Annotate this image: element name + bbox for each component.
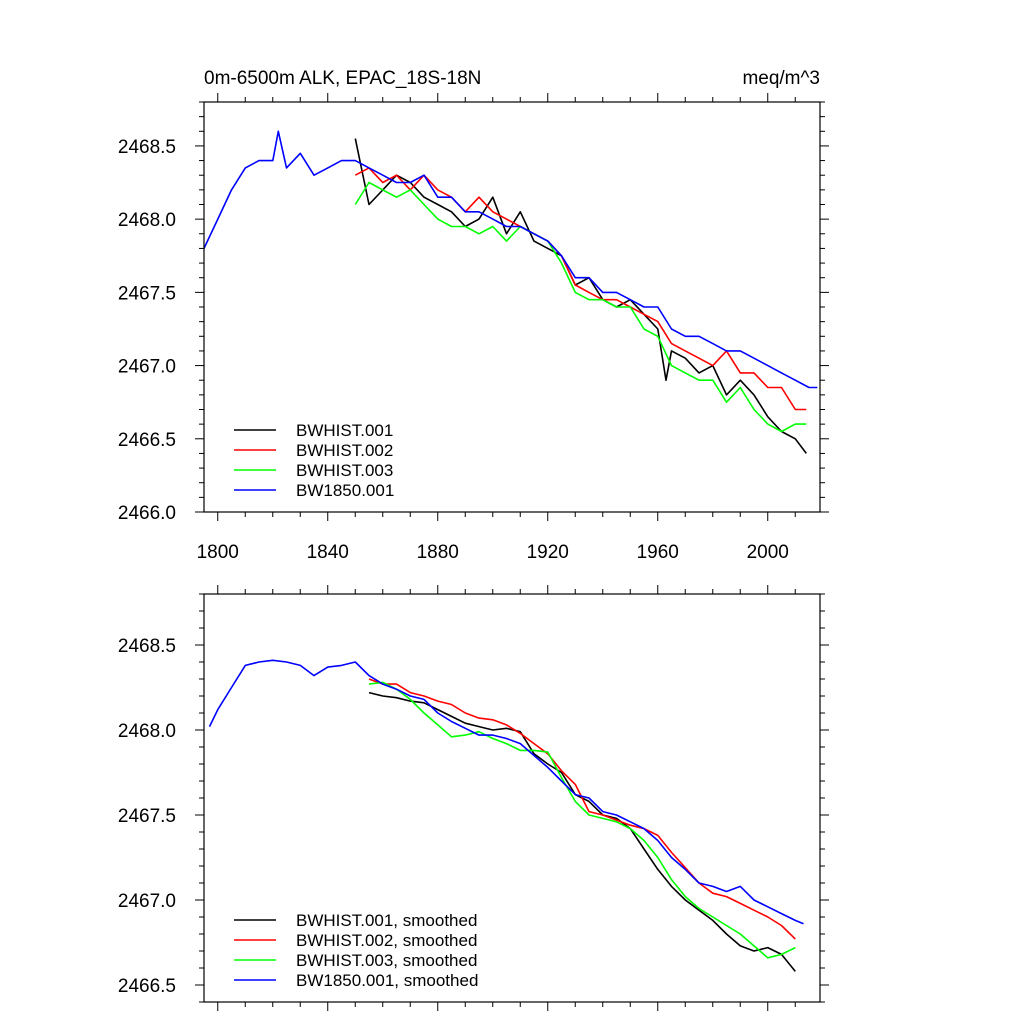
- legend-label: BW1850.001: [296, 481, 394, 500]
- x-tick-label: 1840: [307, 542, 349, 563]
- y-tick-label: 2466.5: [118, 430, 176, 451]
- series-line-bw1850-001-smoothed: [208, 659, 804, 925]
- y-tick-label: 2466.0: [118, 503, 176, 524]
- y-tick-label: 2466.5: [118, 976, 176, 997]
- y-tick-label: 2467.0: [118, 357, 176, 378]
- series-group: [208, 659, 804, 972]
- legend-label: BWHIST.001, smoothed: [296, 911, 477, 930]
- legend-label: BW1850.001, smoothed: [296, 971, 478, 990]
- x-tick-label: 1880: [417, 542, 459, 563]
- legend-label: BWHIST.002, smoothed: [296, 931, 477, 950]
- units-label: meq/m^3: [742, 68, 820, 89]
- legend-label: BWHIST.001: [296, 421, 393, 440]
- series-line-bw1850-001: [204, 130, 818, 389]
- legend-label: BWHIST.003: [296, 461, 393, 480]
- smoothed-panel: 2466.5 2467.0 2467.5 2468.0 2468.5 BWHIST.001…: [118, 585, 829, 1011]
- y-tick-label: 2468.5: [118, 137, 176, 158]
- series-line-bwhist-002: [354, 167, 807, 411]
- y-tick-label: 2468.0: [118, 721, 176, 742]
- x-tick-label: 1960: [637, 542, 679, 563]
- legend-label: BWHIST.002: [296, 441, 393, 460]
- raw-panel: 1800 1840 1880 1920 1960 2000 2466.0 2466.5 2467…: [118, 93, 829, 563]
- y-tick-label: 2468.5: [118, 636, 176, 657]
- x-tick-label: 1920: [527, 542, 569, 563]
- x-tick-label: 2000: [747, 542, 789, 563]
- series-line-bwhist-003-smoothed: [368, 681, 796, 959]
- y-tick-label: 2467.5: [118, 283, 176, 304]
- y-tick-label: 2468.0: [118, 210, 176, 231]
- y-tick-label: 2467.5: [118, 806, 176, 827]
- series-group: [204, 130, 818, 454]
- legend-label: BWHIST.003, smoothed: [296, 951, 477, 970]
- x-tick-label: 1800: [197, 542, 239, 563]
- y-tick-label: 2467.0: [118, 891, 176, 912]
- series-line-bwhist-003: [354, 181, 807, 433]
- chart-title: 0m-6500m ALK, EPAC_18S-18N: [204, 68, 481, 89]
- series-line-bwhist-002-smoothed: [368, 678, 796, 940]
